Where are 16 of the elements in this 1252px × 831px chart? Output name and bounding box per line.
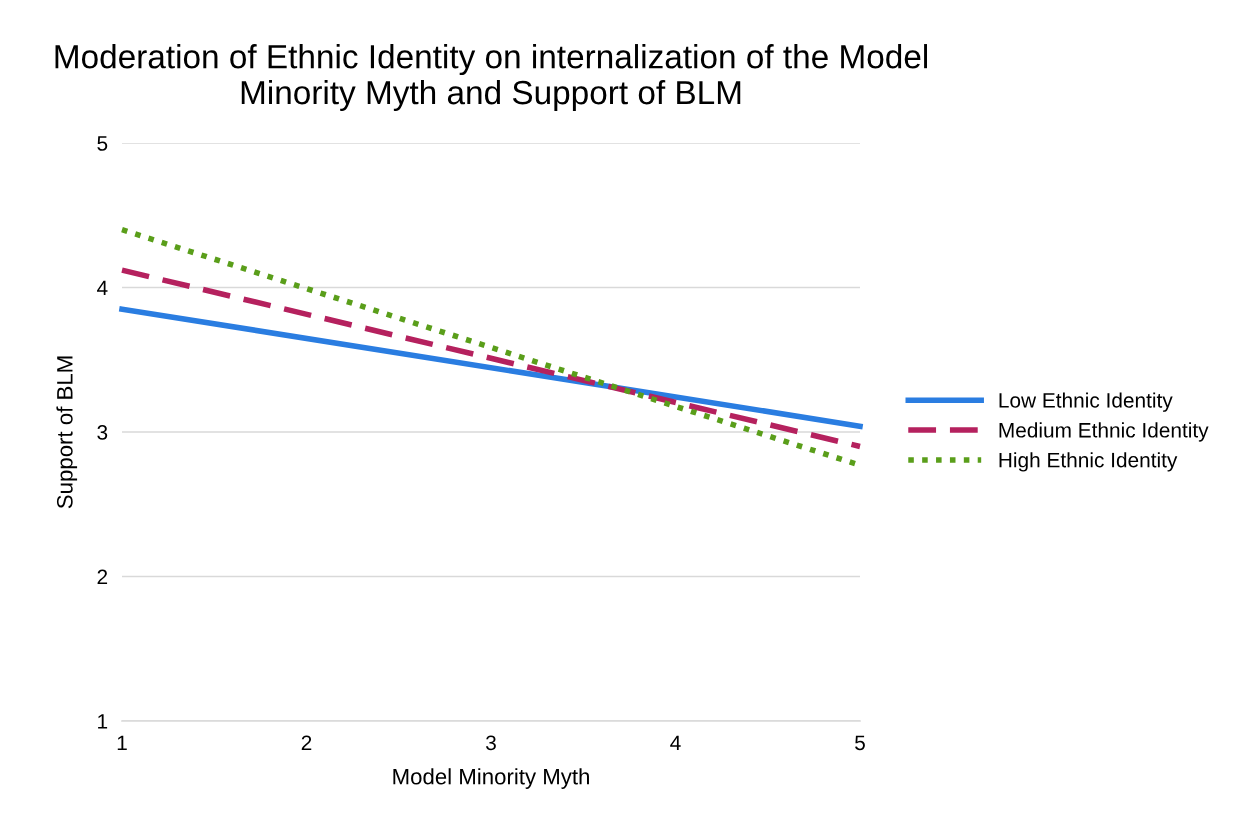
legend-label: Medium Ethnic Identity [999, 422, 1209, 442]
x-tick-label: 2 [301, 735, 312, 750]
x-tick-label: 4 [670, 735, 681, 750]
legend-label: Low Ethnic Identity [999, 392, 1173, 412]
y-tick-label: 2 [97, 569, 108, 585]
y-tick-label: 3 [97, 425, 108, 440]
x-tick-label: 1 [117, 735, 127, 750]
y-tick-label: 1 [98, 714, 108, 729]
x-axis-title: Model Minority Myth [393, 768, 589, 789]
x-tick-label: 5 [855, 735, 865, 751]
legend-label: High Ethnic Identity [999, 452, 1178, 472]
chart-title: Moderation of Ethnic Identity on internalization of the Model Minority Myth and Support of BLM [55, 44, 928, 112]
y-tick-label: 4 [97, 280, 108, 296]
y-tick-label: 5 [97, 136, 108, 151]
x-tick-label: 3 [486, 735, 496, 751]
y-axis-title: Support of BLM [56, 356, 78, 509]
